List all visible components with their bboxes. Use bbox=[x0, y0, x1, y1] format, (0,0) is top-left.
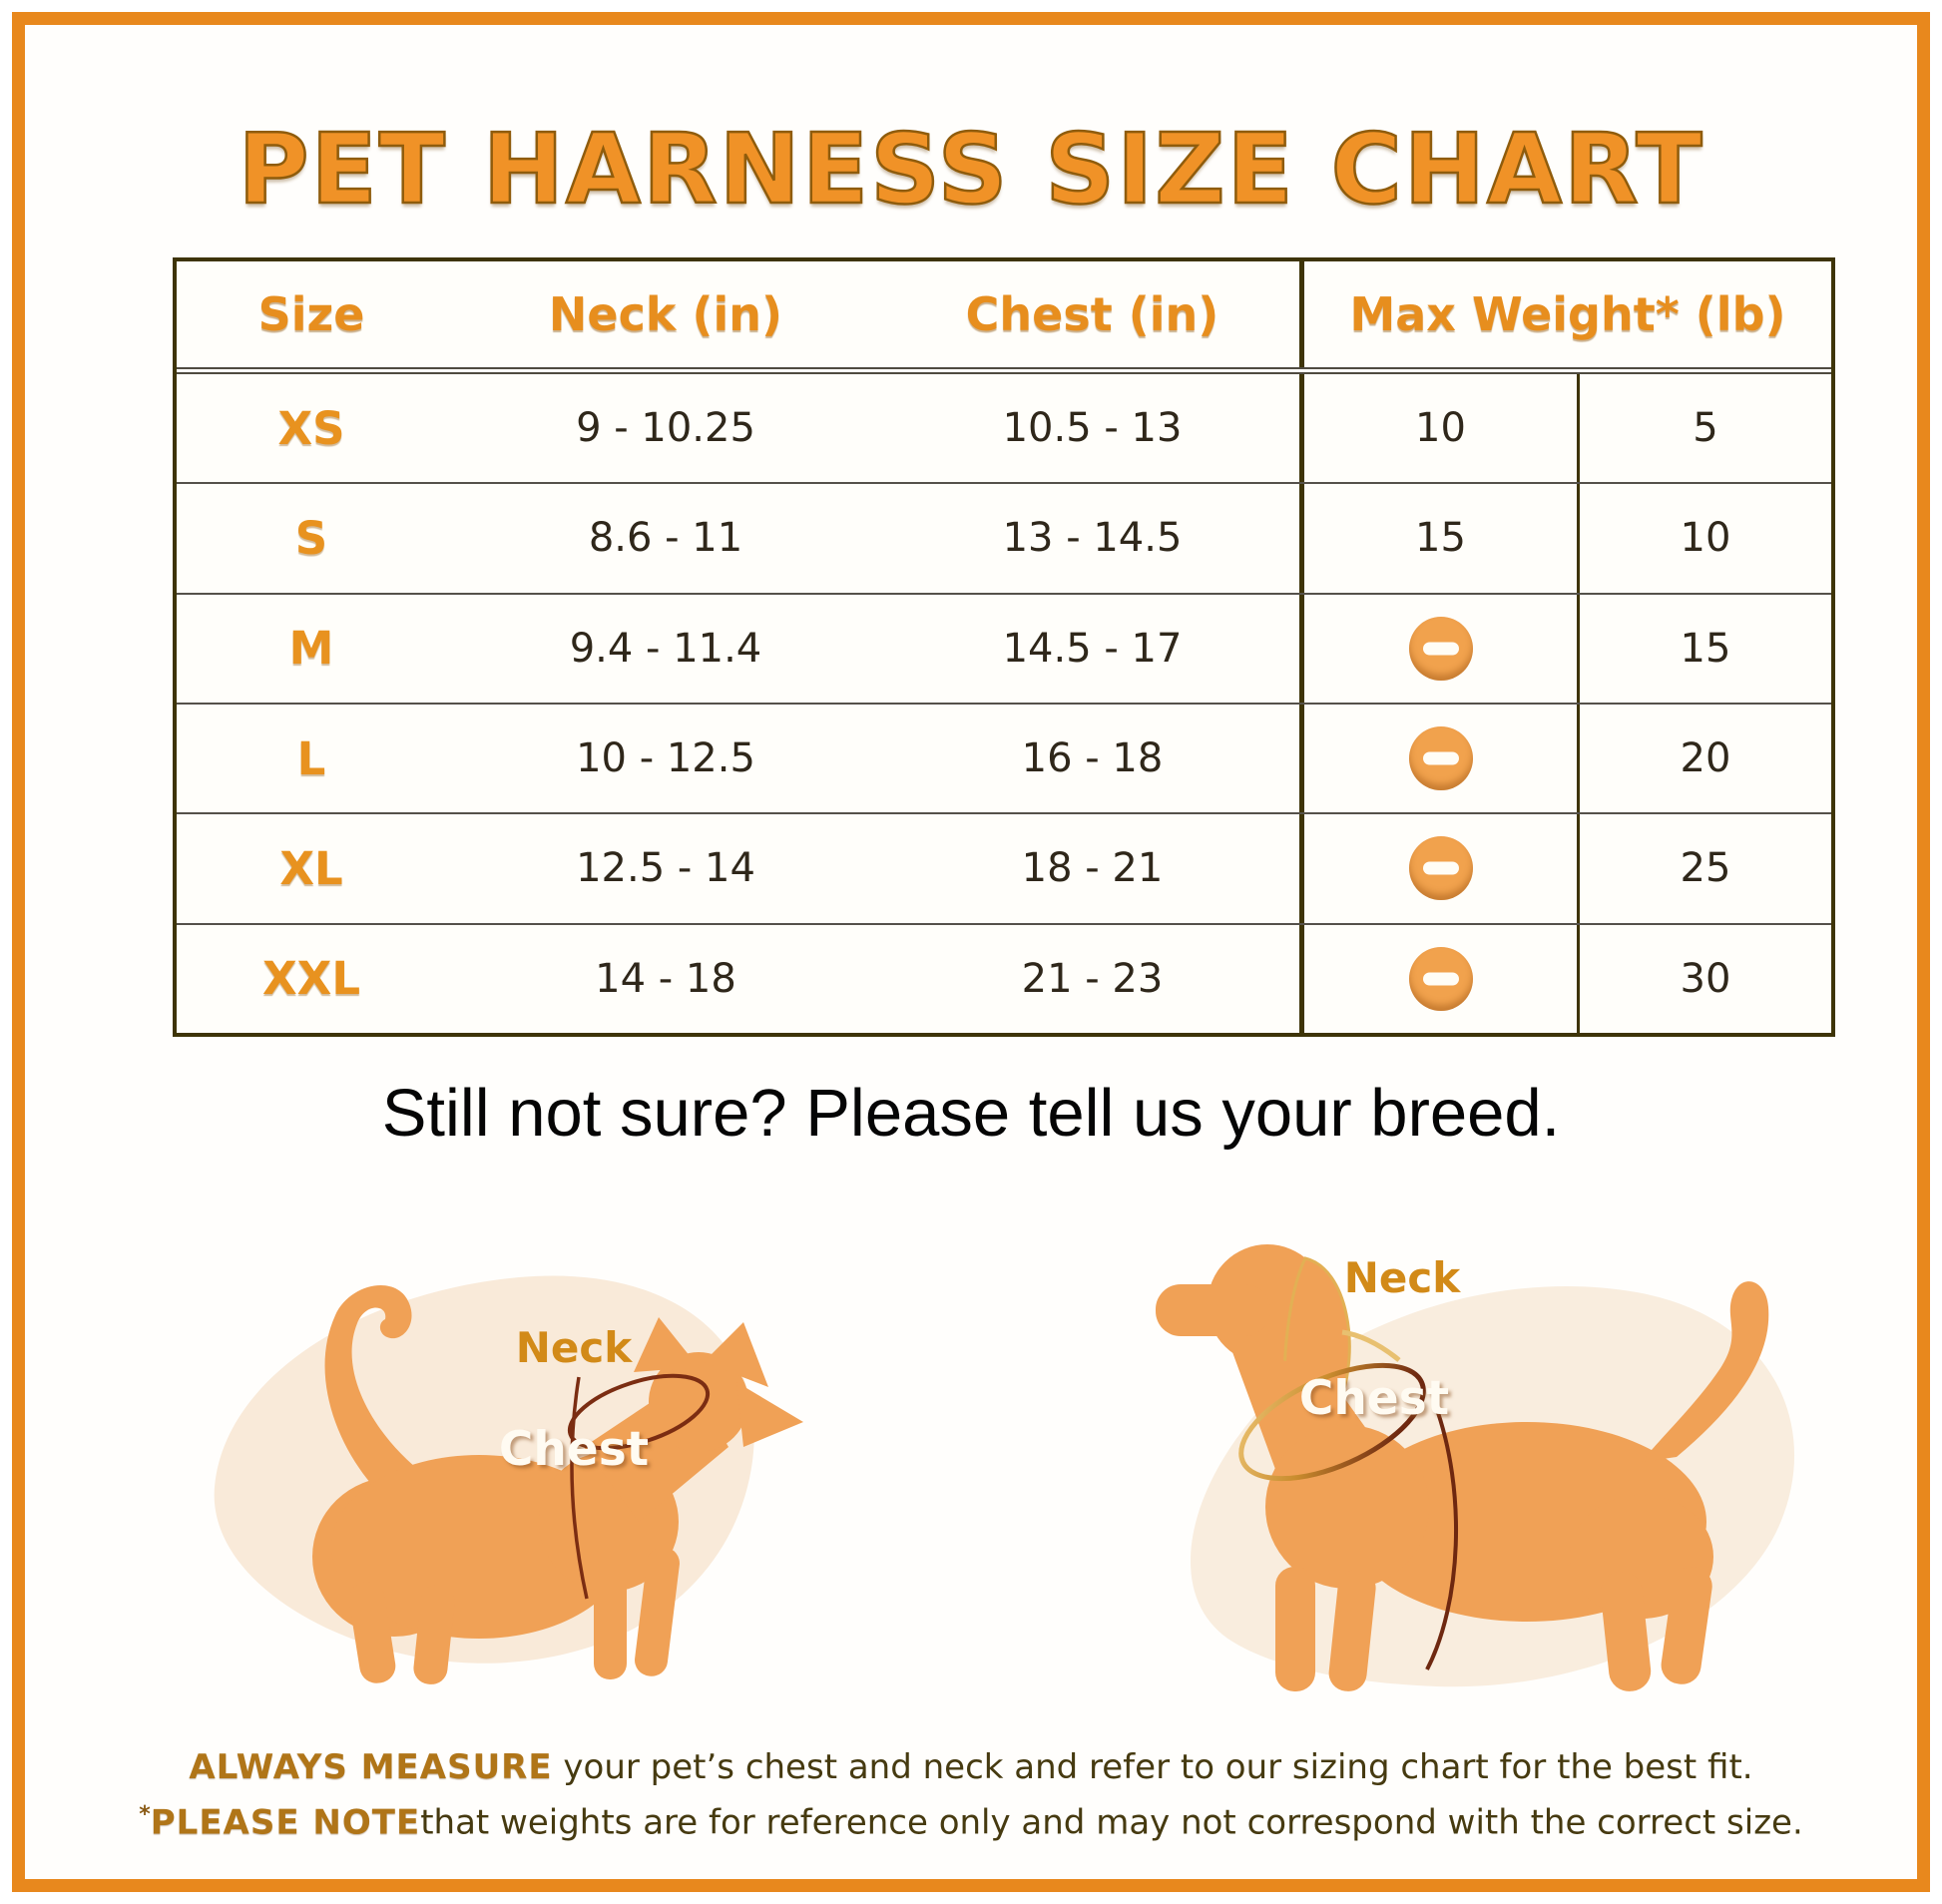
minus-icon bbox=[1408, 946, 1473, 1011]
size-cell: L bbox=[296, 731, 326, 785]
table-header-chest: Chest (in) bbox=[885, 261, 1304, 367]
dog-chest-label: Chest bbox=[1299, 1371, 1449, 1426]
size-cell: XXL bbox=[261, 952, 361, 1006]
chest-cell: 14.5 - 17 bbox=[885, 594, 1304, 703]
weight-a-value: 10 bbox=[1415, 405, 1466, 452]
chest-cell: 13 - 14.5 bbox=[885, 484, 1304, 593]
dog-shoulder-line bbox=[1341, 1329, 1401, 1362]
weight-a-cell bbox=[1304, 594, 1580, 703]
weight-b-cell: 20 bbox=[1680, 735, 1731, 782]
size-cell: M bbox=[288, 622, 334, 676]
weight-a-cell: 10 bbox=[1304, 374, 1580, 483]
dog-chest-line bbox=[1425, 1403, 1458, 1670]
minus-icon bbox=[1408, 616, 1473, 681]
weight-b-cell: 10 bbox=[1680, 515, 1731, 562]
minus-icon bbox=[1408, 836, 1473, 901]
cat-neck-label: Neck bbox=[516, 1323, 634, 1372]
footer-note-2-bold: PLEASE NOTE bbox=[150, 1802, 421, 1843]
table-row: XL 12.5 - 14 18 - 21 25 bbox=[177, 812, 1831, 923]
table-header-max-weight: Max Weight* (lb) bbox=[1349, 287, 1786, 341]
page-title: PET HARNESS SIZE CHART bbox=[237, 112, 1704, 228]
dog-silhouette bbox=[1156, 1244, 1769, 1691]
footer-note-1-bold: ALWAYS MEASURE bbox=[189, 1747, 553, 1787]
table-header-row: Size Neck (in) Chest (in) Max Weight* (l… bbox=[177, 261, 1831, 374]
size-cell: S bbox=[294, 511, 328, 565]
cat-chest-label: Chest bbox=[499, 1422, 649, 1477]
footer-note-2-text: that weights are for reference only and … bbox=[420, 1802, 1803, 1843]
dog-neck-label: Neck bbox=[1344, 1253, 1462, 1302]
table-row: XXL 14 - 18 21 - 23 30 bbox=[177, 922, 1831, 1033]
chest-cell: 21 - 23 bbox=[885, 924, 1304, 1033]
weight-a-cell bbox=[1304, 924, 1580, 1033]
weight-b-cell: 30 bbox=[1680, 955, 1731, 1002]
weight-a-cell bbox=[1304, 704, 1580, 813]
cat-measure-diagram: Neck Chest bbox=[214, 1275, 803, 1684]
weight-a-cell bbox=[1304, 814, 1580, 923]
neck-cell: 8.6 - 11 bbox=[588, 515, 743, 562]
footer-note-2: *PLEASE NOTEthat weights are for referen… bbox=[25, 1791, 1917, 1846]
neck-cell: 12.5 - 14 bbox=[576, 845, 755, 892]
table-header-size: Size bbox=[257, 287, 365, 341]
chest-cell: 16 - 18 bbox=[885, 704, 1304, 813]
table-row: M 9.4 - 11.4 14.5 - 17 15 bbox=[177, 592, 1831, 703]
dog-measure-diagram: Neck Chest bbox=[1156, 1244, 1795, 1691]
table-row: S 8.6 - 11 13 - 14.5 15 10 bbox=[177, 482, 1831, 593]
weight-b-cell: 25 bbox=[1680, 845, 1731, 892]
table-body: XS 9 - 10.25 10.5 - 13 10 5 S 8.6 - 11 1… bbox=[177, 374, 1831, 1033]
footer-notes: ALWAYS MEASURE your pet’s chest and neck… bbox=[25, 1743, 1917, 1846]
weight-b-cell: 15 bbox=[1680, 625, 1731, 672]
table-row: L 10 - 12.5 16 - 18 20 bbox=[177, 702, 1831, 813]
chest-cell: 18 - 21 bbox=[885, 814, 1304, 923]
size-cell: XL bbox=[279, 841, 343, 895]
size-cell: XS bbox=[277, 401, 345, 455]
cat-neck-loop bbox=[567, 1373, 711, 1451]
table-row: XS 9 - 10.25 10.5 - 13 10 5 bbox=[177, 374, 1831, 483]
weight-a-value: 15 bbox=[1415, 515, 1466, 562]
size-chart-table: Size Neck (in) Chest (in) Max Weight* (l… bbox=[173, 257, 1835, 1037]
chest-cell: 10.5 - 13 bbox=[885, 374, 1304, 483]
cat-silhouette bbox=[312, 1285, 803, 1684]
weight-b-cell: 5 bbox=[1693, 405, 1718, 452]
footer-note-1-text: your pet’s chest and neck and refer to o… bbox=[552, 1747, 1753, 1787]
footnote-marker: * bbox=[139, 1802, 151, 1827]
question-text: Still not sure? Please tell us your bree… bbox=[381, 1076, 1561, 1151]
dog-neck-loop bbox=[1238, 1362, 1426, 1482]
table-header-neck: Neck (in) bbox=[548, 287, 783, 341]
weight-a-cell: 15 bbox=[1304, 484, 1580, 593]
page-frame: PET HARNESS SIZE CHART Size Neck (in) Ch… bbox=[12, 12, 1930, 1892]
minus-icon bbox=[1408, 726, 1473, 791]
neck-cell: 14 - 18 bbox=[595, 955, 736, 1002]
footer-note-1: ALWAYS MEASURE your pet’s chest and neck… bbox=[25, 1743, 1917, 1791]
neck-cell: 9.4 - 11.4 bbox=[569, 625, 762, 672]
neck-cell: 10 - 12.5 bbox=[576, 735, 755, 782]
neck-cell: 9 - 10.25 bbox=[576, 405, 755, 452]
cat-chest-line bbox=[570, 1376, 589, 1600]
